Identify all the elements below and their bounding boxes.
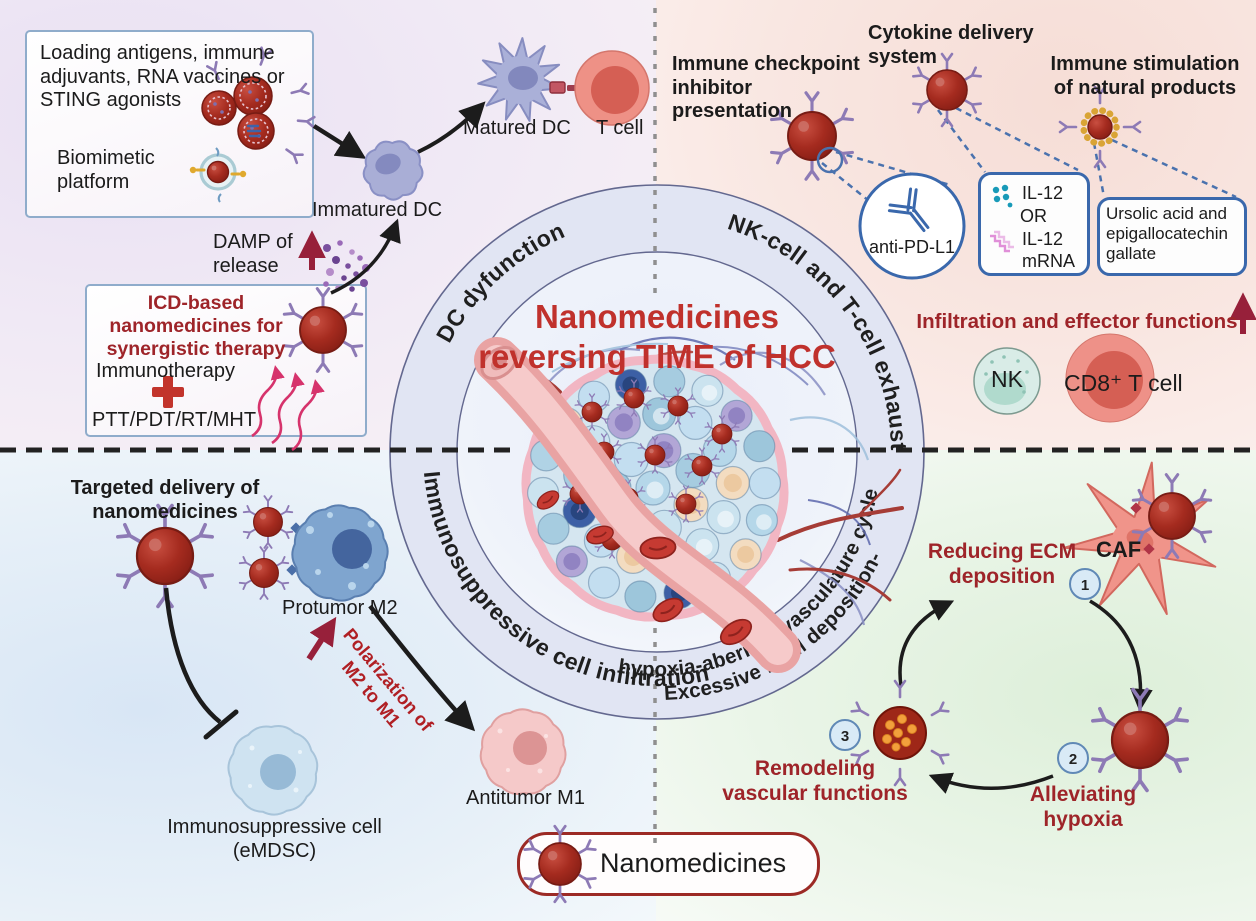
- bl-art: [116, 495, 567, 816]
- il12-dots-icon: [992, 184, 1013, 208]
- caf-binding-diamond-1: [1130, 502, 1142, 514]
- macrophage-cells: [227, 504, 567, 816]
- step1-number: 1: [1081, 577, 1089, 594]
- step-circles: 1 2 3: [829, 568, 1101, 774]
- magnifier-circle-icon: [816, 146, 844, 174]
- t-cell-nucleus: [591, 66, 639, 114]
- mrna-icon: [990, 230, 1014, 253]
- blood-vessel: [474, 337, 801, 673]
- anti-pdl1-circle: [858, 172, 966, 280]
- small-nanoparticle-2: [238, 546, 290, 600]
- antibody-icon: [887, 187, 930, 233]
- ursolic-box: [1097, 197, 1247, 276]
- therapy-wave-arrows: [251, 365, 325, 452]
- dendritic-cells: [362, 37, 563, 201]
- arrow-m2-to-m1: [368, 604, 476, 732]
- arrow-step2-to-step3: [928, 772, 1054, 794]
- arrow-box-to-immature-dc: [312, 124, 367, 159]
- binding-diamond-2: [286, 564, 298, 576]
- legend-nanoparticle-icon: [523, 824, 597, 904]
- step3-number: 3: [841, 728, 849, 745]
- inhibition-line: [163, 587, 222, 724]
- caf-binding-diamond-2: [1143, 543, 1155, 555]
- tr-art: [770, 52, 1256, 423]
- divider-lines: [0, 8, 1256, 845]
- il12-box: [978, 172, 1090, 276]
- nk-cell-icon: [973, 347, 1041, 415]
- cd8-t-cell-icon: [1065, 333, 1155, 423]
- small-nanoparticle-1: [242, 495, 294, 549]
- arrow-immature-to-mature-dc: [417, 101, 486, 154]
- polarization-up-arrow: [306, 616, 337, 661]
- gold-coated-nanoparticle-icon: [1058, 85, 1142, 169]
- drug-loaded-nanoparticle-icon: [850, 679, 950, 787]
- arrow-damp-release: [330, 218, 401, 295]
- step2-circle: [1057, 742, 1089, 774]
- step2-number: 2: [1069, 751, 1077, 768]
- biomimetic-platform-icon: [189, 147, 247, 203]
- arrow-step3-to-step1: [898, 600, 955, 687]
- hypoxia-nanoparticle-icon: [1091, 687, 1189, 793]
- plus-icon: [152, 376, 184, 408]
- step1-circle: [1069, 568, 1101, 600]
- vaccine-nanoparticles-icon: [201, 46, 316, 165]
- icd-nanoparticle-icon: [282, 287, 364, 373]
- arrow-step1-to-step2: [1089, 599, 1153, 712]
- inhibition-t-bar: [203, 709, 239, 740]
- step3-circle: [829, 719, 861, 751]
- tl-art: [152, 37, 650, 452]
- br-art: 1 2 3: [829, 461, 1217, 794]
- tumor-illustration: [474, 336, 904, 673]
